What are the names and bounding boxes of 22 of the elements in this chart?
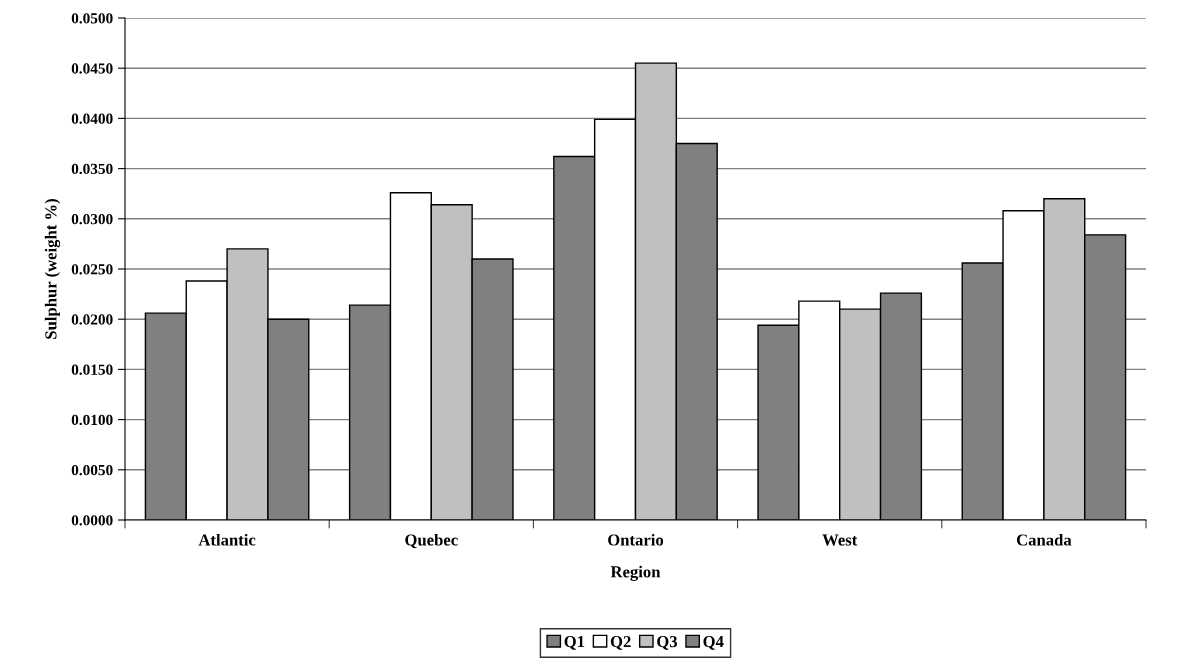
y-axis-title: Sulphur (weight %) — [44, 199, 61, 339]
legend-label: Q4 — [703, 636, 724, 650]
y-tick-label: 0.0500 — [71, 13, 113, 24]
legend-label: Q1 — [564, 636, 585, 650]
x-axis-title: Region — [610, 565, 661, 581]
y-tick-label: 0.0100 — [71, 414, 113, 426]
y-tick-label: 0.0050 — [71, 464, 113, 476]
x-tick-label: West — [822, 534, 858, 546]
x-tick-label: Canada — [1016, 533, 1072, 546]
legend-label: Q2 — [610, 636, 631, 650]
y-tick-label: 0.0000 — [71, 515, 113, 526]
x-tick-label: Ontario — [608, 533, 664, 546]
y-tick-label: 0.0250 — [71, 264, 113, 275]
y-tick-label: 0.0450 — [71, 63, 113, 74]
x-tick-label: Quebec — [405, 533, 458, 549]
legend-label: Q3 — [657, 636, 678, 650]
x-tick-label: Atlantic — [198, 533, 256, 546]
y-tick-label: 0.0400 — [71, 113, 113, 124]
y-tick-label: 0.0300 — [71, 213, 113, 225]
y-tick-label: 0.0200 — [71, 314, 113, 325]
y-tick-label: 0.0350 — [71, 163, 113, 175]
y-tick-label: 0.0150 — [71, 364, 113, 375]
